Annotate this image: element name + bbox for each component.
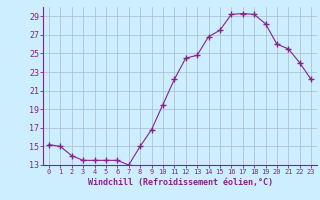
X-axis label: Windchill (Refroidissement éolien,°C): Windchill (Refroidissement éolien,°C) [87,178,273,187]
